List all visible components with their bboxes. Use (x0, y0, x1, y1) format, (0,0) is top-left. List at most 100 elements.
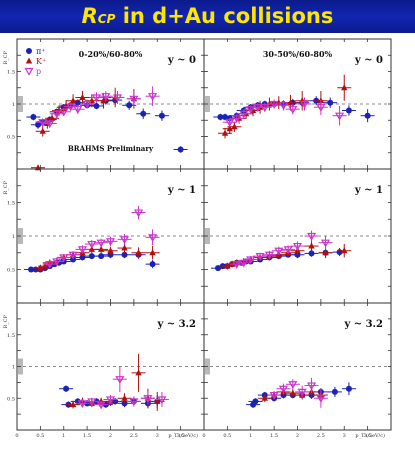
data-point-pion (158, 112, 165, 119)
data-point-pion (88, 253, 95, 260)
data-point-pion (327, 99, 334, 106)
data-point-proton (148, 93, 158, 101)
data-point-proton (292, 242, 303, 251)
data-point-proton (306, 382, 317, 391)
data-point-kaon (154, 397, 161, 404)
x-tick-label: 0.5 (223, 433, 231, 439)
data-point-pion (308, 250, 315, 257)
y-tick-label: 0.5 (7, 268, 15, 274)
data-point-proton (283, 246, 293, 255)
data-point-proton (255, 253, 265, 261)
data-point-kaon (135, 369, 142, 376)
data-point-proton (91, 94, 102, 103)
title-banner: RCP in d+Au collisions (0, 0, 415, 33)
data-point-kaon (79, 94, 86, 100)
data-point-pion (177, 146, 184, 153)
data-point-pion (149, 261, 156, 268)
data-point-proton (297, 388, 307, 397)
data-point-kaon (135, 249, 142, 256)
preliminary-note: BRAHMS Preliminary (68, 144, 154, 153)
data-point-pion (93, 102, 100, 109)
data-point-proton (87, 240, 97, 249)
data-point-proton (225, 119, 235, 127)
rapidity-label: y ~ 3.2 (156, 319, 196, 330)
data-point-proton (119, 236, 130, 245)
data-point-kaon (261, 394, 268, 401)
data-point-pion (345, 385, 352, 392)
data-point-proton (59, 254, 69, 263)
x-tick-label: 1.5 (83, 433, 91, 439)
x-tick-label: 3.5 (177, 433, 185, 439)
data-point-pion (98, 253, 105, 260)
data-point-proton (316, 104, 326, 112)
data-point-proton (87, 398, 97, 407)
x-tick-label: 2.5 (317, 433, 325, 439)
data-point-proton (278, 102, 289, 110)
rapidity-label: y ~ 1 (354, 185, 383, 196)
x-tick-label: 1.5 (270, 433, 278, 439)
legend-label: π⁺ (36, 47, 45, 56)
y-tick-label: 1.5 (7, 333, 15, 339)
data-point-pion (107, 251, 114, 258)
data-point-proton (82, 100, 92, 109)
x-tick-label: 2 (109, 433, 112, 439)
data-point-kaon (100, 97, 107, 104)
data-point-proton (77, 246, 87, 255)
data-point-proton (52, 110, 62, 119)
x-tick-label: 1 (249, 433, 252, 439)
x-tick-label: 3 (343, 433, 346, 439)
data-point-proton (105, 396, 116, 405)
legend-label: K⁺ (36, 57, 46, 66)
data-point-pion (364, 112, 371, 119)
x-tick-label: 2.5 (130, 433, 138, 439)
x-tick-label: 3 (156, 433, 159, 439)
y-axis-label: R_CP (3, 50, 9, 64)
data-point-proton (321, 239, 331, 248)
data-point-pion (294, 251, 301, 258)
data-point-proton (101, 93, 111, 101)
y-axis-label: R_CP (3, 314, 9, 328)
data-point-pion (126, 102, 133, 109)
data-point-proton (269, 391, 279, 400)
data-point-proton (24, 67, 34, 76)
y-tick-label: 1 (12, 365, 15, 371)
data-point-proton (232, 115, 242, 123)
x-tick-label: 2 (296, 433, 299, 439)
panel-0-0: 0.5 1 1.5 R_CP y ~ 0 0-20%/60-80% BRAHMS Preli… (3, 38, 205, 171)
data-point-kaon (48, 114, 56, 121)
data-point-kaon (69, 401, 77, 408)
data-point-kaon (69, 97, 77, 104)
data-point-proton (274, 247, 284, 256)
data-point-proton (112, 94, 123, 103)
data-point-kaon (226, 125, 233, 132)
panel-1-0: 0.5 1 1.5 R_CP y ~ 1 (3, 168, 205, 304)
data-point-pion (215, 265, 222, 272)
y-axis-label: R_CP (3, 180, 9, 194)
data-point-pion (63, 385, 70, 392)
data-point-proton (129, 398, 139, 407)
data-point-kaon (41, 262, 49, 269)
data-point-proton (232, 261, 242, 269)
title-main: R (81, 4, 98, 28)
rapidity-label: y ~ 0 (354, 55, 383, 66)
x-axis-label: p_T (GeV/c) (355, 432, 385, 439)
data-point-proton (45, 261, 55, 269)
rapidity-label: y ~ 0 (167, 55, 196, 66)
y-tick-label: 1.5 (7, 70, 15, 76)
data-point-proton (134, 209, 144, 218)
x-axis-label: p_T (GeV/c) (168, 432, 198, 439)
data-point-kaon (149, 249, 156, 256)
data-point-proton (96, 401, 106, 410)
data-point-proton (316, 395, 326, 403)
data-point-proton (239, 110, 249, 119)
data-point-kaon (121, 244, 128, 251)
data-point-proton (73, 106, 83, 114)
data-point-kaon (341, 247, 348, 254)
y-tick-label: 1 (12, 102, 15, 108)
data-point-kaon (287, 99, 294, 106)
centrality-label: 30-50%/60-80% (263, 49, 333, 59)
data-point-pion (35, 121, 42, 128)
rapidity-label: y ~ 1 (167, 185, 196, 196)
y-tick-label: 0.5 (7, 135, 15, 141)
panel-2-0: 0.5 1 1.5 R_CP 0 0.5 1 1.5 2 2.5 3 3.5p_T (GeV/c) y … (3, 302, 205, 439)
